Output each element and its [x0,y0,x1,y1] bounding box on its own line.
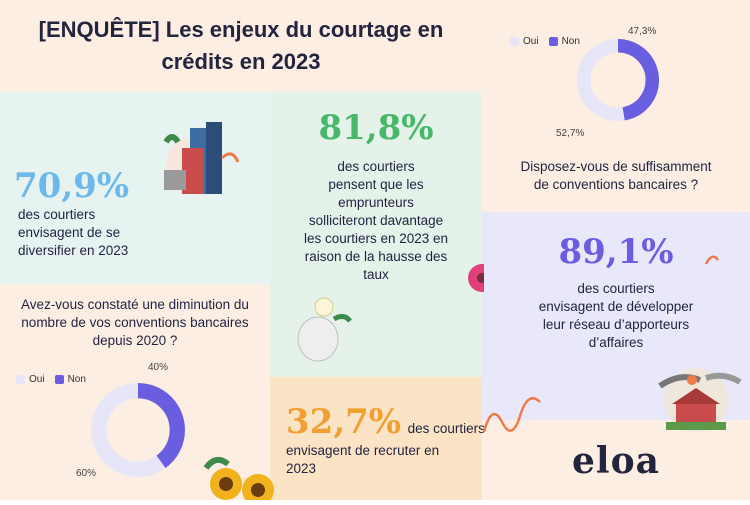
stat-diversify-text: des courtiers envisagent de se diversifi… [18,206,198,260]
stat-diversify-panel [0,92,270,284]
squiggle-line-decoration [482,396,552,436]
sunflower-illustration [196,448,276,505]
stat-recruit-text-inline: des courtiers [407,421,485,436]
stat-network-text: des courtiers envisagent de développer l… [482,280,750,352]
stat-brokers-line: raison de la hausse des [304,249,448,264]
page-title-line2: crédits en 2023 [161,49,321,74]
city-illustration [162,118,242,198]
stat-brokers-line: solliciteront davantage [308,213,444,228]
stat-diversify-line: diversifier en 2023 [18,243,129,258]
eloa-logo: eloa [572,440,660,482]
legend-non-swatch [548,37,558,46]
stat-recruit-text: envisagent de recruter en 2023 [286,442,476,478]
decrease-legend: Oui Non [16,374,86,385]
legend-oui-swatch [510,37,519,46]
legend-oui-swatch [16,375,25,384]
stat-brokers-line: des courtiers [337,159,415,174]
legend-oui-label: Oui [29,374,45,385]
sufficient-label-non: 47,3% [628,26,657,37]
stat-network-value: 89,1% [558,232,674,272]
question-decrease: Avez-vous constaté une diminution du nom… [0,296,270,350]
stat-brokers-line: les courtiers en 2023 en [303,231,449,246]
stat-recruit-line1: 32,7% des courtiers [286,402,485,442]
legend-non-label: Non [67,374,86,385]
flower-illustration [460,258,496,298]
stat-recruit-panel [270,377,482,500]
stat-brokers-text: des courtiers pensent que les emprunteur… [270,158,482,284]
stat-network-line: envisagent de développer [538,299,694,314]
sufficient-legend: Oui Non [510,36,580,47]
stat-network-line: leur réseau d’apporteurs [542,317,690,332]
stat-recruit-value: 32,7% [286,402,402,442]
legend-non-swatch [54,375,64,384]
question-decrease-line: Avez-vous constaté une diminution du [21,297,249,312]
question-decrease-line: nombre de vos conventions bancaires [21,315,249,330]
stat-recruit-line: 2023 [286,461,317,476]
legend-oui-label: Oui [523,36,539,47]
sufficient-donut-chart [577,39,659,121]
stat-brokers-value: 81,8% [318,108,434,148]
page-title: [ENQUÊTE] Les enjeux du courtage en créd… [0,16,482,76]
stat-diversify-line: envisagent de se [18,225,121,240]
decrease-donut-chart [91,383,185,477]
decrease-label-non: 40% [148,362,169,373]
squiggle-decoration [704,252,720,268]
stat-brokers-line: taux [363,267,389,282]
page-title-line1: [ENQUÊTE] Les enjeux du courtage en [38,17,444,42]
question-sufficient-line: de conventions bancaires ? [533,177,699,192]
head-lightbulb-illustration [288,295,358,365]
donut-slice-oui [577,39,659,121]
sufficient-label-oui: 52,7% [556,128,585,139]
house-keys-illustration [646,352,746,436]
decrease-label-oui: 60% [76,468,97,479]
brand-panel [482,420,750,500]
stat-network-line: des courtiers [577,281,655,296]
question-sufficient: Disposez-vous de suffisamment de convent… [482,158,750,194]
stat-diversify-line: des courtiers [18,207,96,222]
header-panel [0,0,482,92]
stat-diversify-value: 70,9% [14,166,130,206]
question-sufficient-line: Disposez-vous de suffisamment [520,159,712,174]
donut-slice-oui [91,383,185,477]
legend-non-label: Non [561,36,580,47]
question-decrease-line: depuis 2020 ? [92,333,178,348]
stat-brokers-line: pensent que les [328,177,424,192]
stat-brokers-line: emprunteurs [338,195,414,210]
question-sufficient-panel [482,0,750,212]
stat-network-line: d’affaires [588,335,644,350]
stat-recruit-line: envisagent de recruter en [286,443,440,458]
